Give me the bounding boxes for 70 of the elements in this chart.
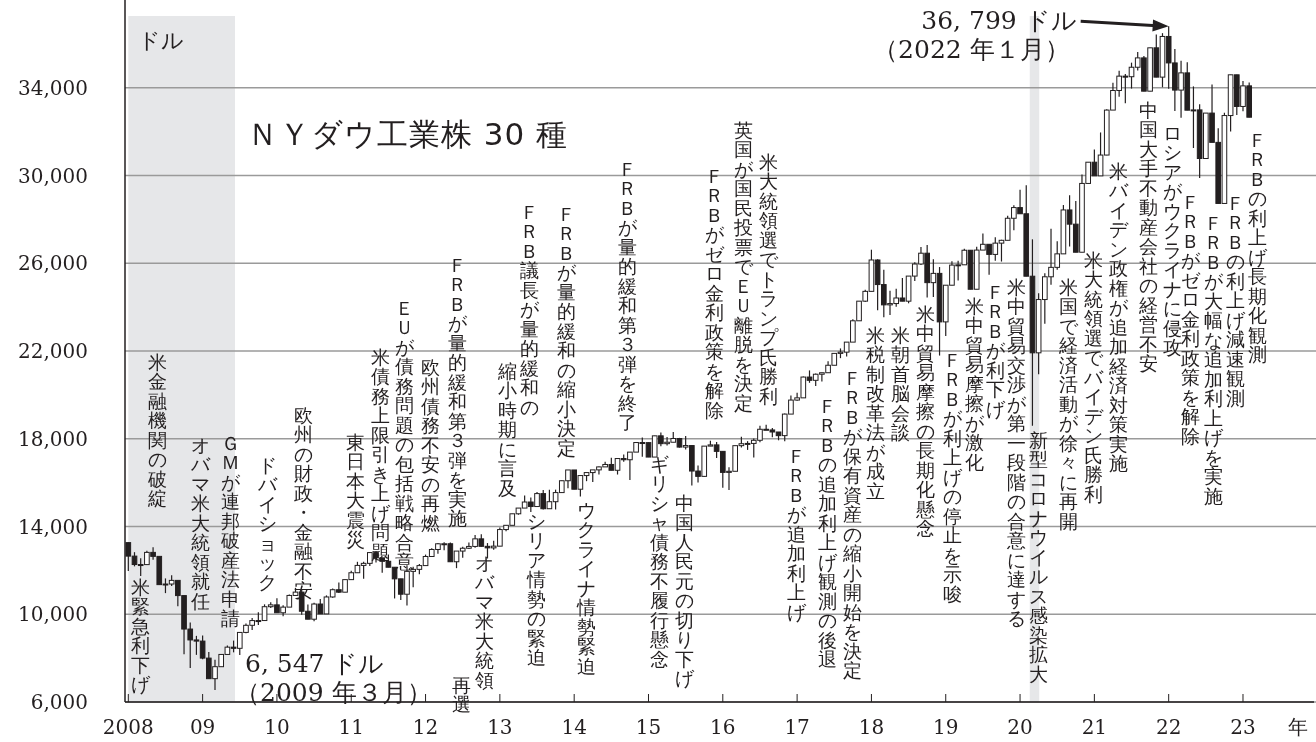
text: ＮＹダウ工業株 30 種 bbox=[247, 116, 569, 152]
text: ＦＲＢ議長が量的緩和の bbox=[519, 200, 539, 418]
x-tick-label: 20 bbox=[1007, 715, 1033, 739]
x-tick-label: 10 bbox=[264, 715, 290, 739]
x-tick-label: 18 bbox=[858, 715, 885, 739]
text: 英国が国民投票でＥＵ離脱を決定 bbox=[733, 118, 753, 414]
text: 中国大手不動産会社の経営不安 bbox=[1138, 98, 1158, 375]
text: ＦＲＢが保有資産の縮小開始を決定 bbox=[842, 366, 862, 682]
annotation: 米金融機関の破綻 bbox=[146, 350, 167, 510]
text: ＦＲＢが量的緩和第３弾を終了 bbox=[617, 157, 637, 434]
x-tick-label: 2008 bbox=[102, 715, 154, 739]
x-tick-label: 15 bbox=[635, 715, 662, 739]
annotation: 6, 547 ドル（2009 年３月） bbox=[235, 649, 432, 707]
text: ＦＲＢが大幅な追加利上げを実施 bbox=[1203, 211, 1223, 507]
text: ＦＲＢがゼロ金利政策を解除 bbox=[704, 164, 724, 421]
text: 米大統領選でトランプ氏勝利 bbox=[758, 150, 778, 407]
text: ＦＲＢが利上げの停止を示唆 bbox=[942, 348, 962, 605]
x-tick-label: 21 bbox=[1081, 715, 1108, 739]
text: ＦＲＢの利上げ長期化観測 bbox=[1247, 128, 1267, 366]
x-tick-label: 14 bbox=[561, 715, 587, 739]
text: 米大統領選でバイデン氏勝利 bbox=[1083, 248, 1103, 505]
text: 新型コロナウイルス感染拡大 bbox=[1028, 428, 1048, 685]
text: ＦＲＢの追加利上げ観測の後退 bbox=[817, 394, 837, 671]
text: 米中貿易摩擦が激化 bbox=[964, 294, 984, 473]
y-tick-label: 6,000 bbox=[30, 690, 88, 714]
text: 就任 bbox=[190, 570, 210, 612]
y-tick-label: 18,000 bbox=[18, 426, 88, 451]
text: ロシアがウクライナに侵攻 bbox=[1162, 121, 1182, 359]
text: ＥＵが債務問題の包括戦略合意 bbox=[394, 296, 414, 573]
y-tick-label: 26,000 bbox=[18, 251, 88, 276]
annotation: 東日本大震災 bbox=[345, 430, 365, 551]
annotation: 米朝首脳会談 bbox=[890, 323, 910, 444]
x-tick-label: 19 bbox=[933, 715, 959, 739]
x-tick-label: 13 bbox=[487, 715, 513, 739]
text: 米中貿易交渉が第一段階の合意に達する bbox=[1006, 275, 1026, 630]
x-tick-label: 17 bbox=[784, 715, 810, 739]
annotation: 縮小時期に言及 bbox=[496, 359, 517, 499]
y-axis-title: ドル bbox=[138, 28, 184, 53]
text: 中国人民元の切り下げ bbox=[674, 491, 694, 690]
text: 米税制改革法が成立 bbox=[865, 323, 885, 502]
text: ウクライナ情勢緊迫 bbox=[576, 498, 596, 677]
text: ＦＲＢが量的緩和第３弾を実施 bbox=[447, 253, 467, 530]
x-tick-label: 23 bbox=[1230, 715, 1256, 739]
annotation: 36, 799 ドル（2022 年１月） bbox=[873, 6, 1077, 65]
y-tick-label: 30,000 bbox=[18, 163, 88, 188]
text: 米国で経済活動が徐々に再開 bbox=[1058, 275, 1078, 532]
text: ＦＲＢが量的緩和の縮小決定 bbox=[556, 202, 576, 459]
text: ＦＲＢが追加利上げ bbox=[786, 444, 806, 623]
text: ＦＲＢの利上げ減速観測 bbox=[1225, 191, 1245, 409]
annotation: オバマ米大統領 bbox=[189, 433, 211, 573]
text: ＧＭが連邦破産法申請 bbox=[220, 431, 240, 630]
x-tick-label: 22 bbox=[1155, 715, 1182, 739]
y-tick-label: 10,000 bbox=[18, 602, 88, 627]
x-tick-label: 12 bbox=[412, 715, 439, 739]
x-axis-title: 年 bbox=[1288, 715, 1308, 739]
x-tick-label: 09 bbox=[189, 715, 216, 739]
text: ギリシャ債務不履行懸念 bbox=[649, 452, 669, 670]
text: オバマ米大統領 bbox=[474, 551, 494, 691]
text: 米バイデン政権が追加経済対策実施 bbox=[1108, 159, 1128, 475]
text: 米中貿易摩擦の長期化懸念 bbox=[915, 302, 935, 540]
y-tick-label: 22,000 bbox=[18, 339, 88, 363]
x-tick-label: 16 bbox=[710, 715, 736, 739]
text: 欧州債務不安の再燃 bbox=[420, 355, 440, 534]
y-tick-label: 34,000 bbox=[18, 75, 88, 100]
annotation: シリア情勢の緊迫 bbox=[525, 509, 546, 669]
annotation: ドバイショック bbox=[256, 453, 278, 593]
annotation: ＦＲＢが利下げ bbox=[985, 280, 1006, 420]
y-tick-label: 14,000 bbox=[18, 514, 88, 539]
x-tick-label: 11 bbox=[338, 715, 364, 739]
annotation: 米緊急利下げ bbox=[129, 575, 151, 696]
